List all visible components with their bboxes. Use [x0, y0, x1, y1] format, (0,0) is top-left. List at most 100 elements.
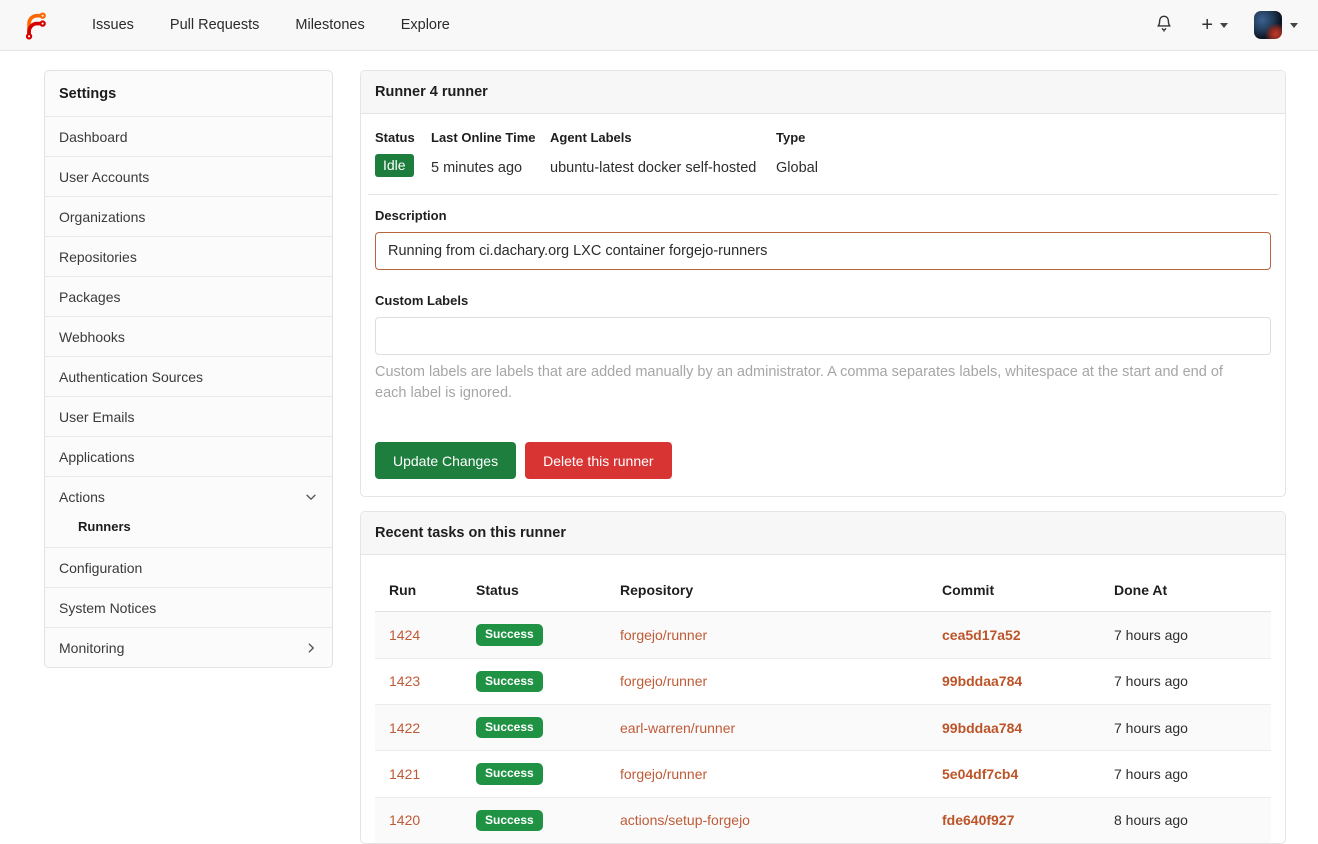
sidebar-item-configuration[interactable]: Configuration: [45, 547, 332, 587]
sidebar-group-actions: Actions Runners: [45, 476, 332, 547]
sidebar-item-authentication-sources[interactable]: Authentication Sources: [45, 356, 332, 396]
chevron-down-icon: [304, 490, 318, 504]
run-link[interactable]: 1423: [389, 673, 421, 690]
runner-panel-title: Runner 4 runner: [361, 71, 1285, 114]
commit-link[interactable]: 99bddaa784: [942, 673, 1023, 690]
sidebar-item-dashboard[interactable]: Dashboard: [45, 116, 332, 156]
sidebar-item-webhooks[interactable]: Webhooks: [45, 316, 332, 356]
primary-nav: Issues Pull Requests Milestones Explore: [74, 17, 468, 33]
last-online-label: Last Online Time: [431, 130, 536, 145]
status-badge: Success: [476, 809, 543, 832]
chevron-right-icon: [304, 641, 318, 655]
chevron-down-icon: [1290, 22, 1298, 28]
repository-link[interactable]: forgejo/runner: [620, 626, 708, 643]
status-badge: Success: [476, 716, 543, 739]
sidebar-item-label: Configuration: [59, 559, 143, 576]
description-label: Description: [375, 208, 447, 223]
tasks-table-header-row: Run Status Repository Commit Done At: [375, 569, 1271, 613]
sidebar-item-organizations[interactable]: Organizations: [45, 196, 332, 236]
repository-link[interactable]: forgejo/runner: [620, 673, 708, 690]
custom-labels-help: Custom labels are labels that are added …: [375, 364, 1223, 401]
sidebar-header-settings: Settings: [45, 71, 332, 116]
admin-settings-sidebar: Settings Dashboard User Accounts Organiz…: [44, 70, 333, 668]
sidebar-item-label: Webhooks: [59, 328, 125, 345]
delete-runner-button[interactable]: Delete this runner: [525, 442, 672, 480]
repository-link[interactable]: actions/setup-forgejo: [620, 812, 750, 829]
table-row: 1423 Success forgejo/runner 99bddaa784 7…: [375, 658, 1271, 704]
chevron-down-icon: [1220, 22, 1228, 28]
column-header-repository: Repository: [606, 569, 928, 613]
run-link[interactable]: 1420: [389, 812, 421, 829]
commit-link[interactable]: 5e04df7cb4: [942, 766, 1019, 783]
sidebar-item-runners[interactable]: Runners: [45, 517, 332, 547]
agent-labels-label: Agent Labels: [550, 130, 632, 145]
create-new-dropdown[interactable]: +: [1201, 15, 1228, 35]
last-online-value: 5 minutes ago: [431, 160, 523, 176]
nav-pull-requests[interactable]: Pull Requests: [169, 17, 260, 33]
sidebar-item-packages[interactable]: Packages: [45, 276, 332, 316]
sidebar-item-label: Monitoring: [59, 639, 125, 656]
navbar-right: +: [1155, 11, 1298, 39]
forgejo-logo-icon[interactable]: [20, 10, 50, 40]
custom-labels-input[interactable]: [375, 317, 1271, 355]
table-row: 1422 Success earl-warren/runner 99bddaa7…: [375, 704, 1271, 751]
type-value: Global: [776, 160, 818, 176]
sidebar-item-actions[interactable]: Actions: [45, 477, 332, 517]
custom-labels-label: Custom Labels: [375, 293, 469, 308]
sidebar-header-label: Settings: [59, 85, 117, 102]
done-at-value: 7 hours ago: [1114, 673, 1188, 690]
done-at-value: 7 hours ago: [1114, 626, 1188, 643]
sidebar-item-label: Runners: [78, 519, 131, 534]
notifications-button[interactable]: [1155, 14, 1173, 36]
avatar: [1254, 11, 1282, 39]
run-link[interactable]: 1421: [389, 766, 421, 783]
table-row: 1424 Success forgejo/runner cea5d17a52 7…: [375, 611, 1271, 659]
sidebar-item-label: Authentication Sources: [59, 368, 203, 385]
status-badge: Idle: [375, 154, 414, 177]
type-column: Type Global: [776, 130, 818, 177]
run-link[interactable]: 1422: [389, 719, 421, 736]
type-label: Type: [776, 130, 806, 145]
repository-link[interactable]: earl-warren/runner: [620, 719, 736, 736]
last-online-column: Last Online Time 5 minutes ago: [431, 130, 550, 177]
recent-tasks-panel: Recent tasks on this runner Run Status R…: [360, 511, 1286, 844]
page-layout: Settings Dashboard User Accounts Organiz…: [0, 51, 1318, 844]
sidebar-item-user-emails[interactable]: User Emails: [45, 396, 332, 436]
sidebar-item-label: System Notices: [59, 599, 157, 616]
column-header-status: Status: [462, 569, 606, 613]
run-link[interactable]: 1424: [389, 626, 421, 643]
commit-link[interactable]: cea5d17a52: [942, 626, 1021, 643]
commit-link[interactable]: fde640f927: [942, 812, 1015, 829]
form-buttons: Update Changes Delete this runner: [375, 442, 1271, 482]
commit-link[interactable]: 99bddaa784: [942, 719, 1023, 736]
sidebar-item-label: User Emails: [59, 408, 135, 425]
done-at-value: 8 hours ago: [1114, 812, 1188, 829]
repository-link[interactable]: forgejo/runner: [620, 766, 708, 783]
nav-explore[interactable]: Explore: [400, 17, 450, 33]
sidebar-item-label: Repositories: [59, 248, 137, 265]
sidebar-item-applications[interactable]: Applications: [45, 436, 332, 476]
agent-labels-column: Agent Labels ubuntu-latest docker self-h…: [550, 130, 776, 177]
plus-icon: +: [1201, 14, 1213, 36]
done-at-value: 7 hours ago: [1114, 719, 1188, 736]
agent-labels-value: ubuntu-latest docker self-hosted: [550, 160, 757, 176]
status-badge: Success: [476, 763, 543, 785]
status-column: Status Idle: [375, 130, 431, 177]
status-label: Status: [375, 130, 415, 145]
description-input[interactable]: [375, 232, 1271, 270]
tasks-table: Run Status Repository Commit Done At 142…: [375, 569, 1271, 844]
nav-issues[interactable]: Issues: [92, 17, 134, 33]
status-badge: Success: [476, 624, 543, 646]
done-at-value: 7 hours ago: [1114, 766, 1188, 783]
sidebar-item-label: User Accounts: [59, 168, 150, 185]
sidebar-item-user-accounts[interactable]: User Accounts: [45, 156, 332, 196]
sidebar-item-monitoring[interactable]: Monitoring: [45, 627, 332, 667]
nav-milestones[interactable]: Milestones: [295, 17, 365, 33]
recent-tasks-title: Recent tasks on this runner: [361, 512, 1285, 556]
update-changes-button[interactable]: Update Changes: [375, 442, 517, 480]
user-menu[interactable]: [1254, 11, 1298, 39]
sidebar-item-repositories[interactable]: Repositories: [45, 236, 332, 276]
sidebar-item-system-notices[interactable]: System Notices: [45, 587, 332, 627]
table-row: 1421 Success forgejo/runner 5e04df7cb4 7…: [375, 750, 1271, 797]
sidebar-item-label: Packages: [59, 288, 121, 305]
